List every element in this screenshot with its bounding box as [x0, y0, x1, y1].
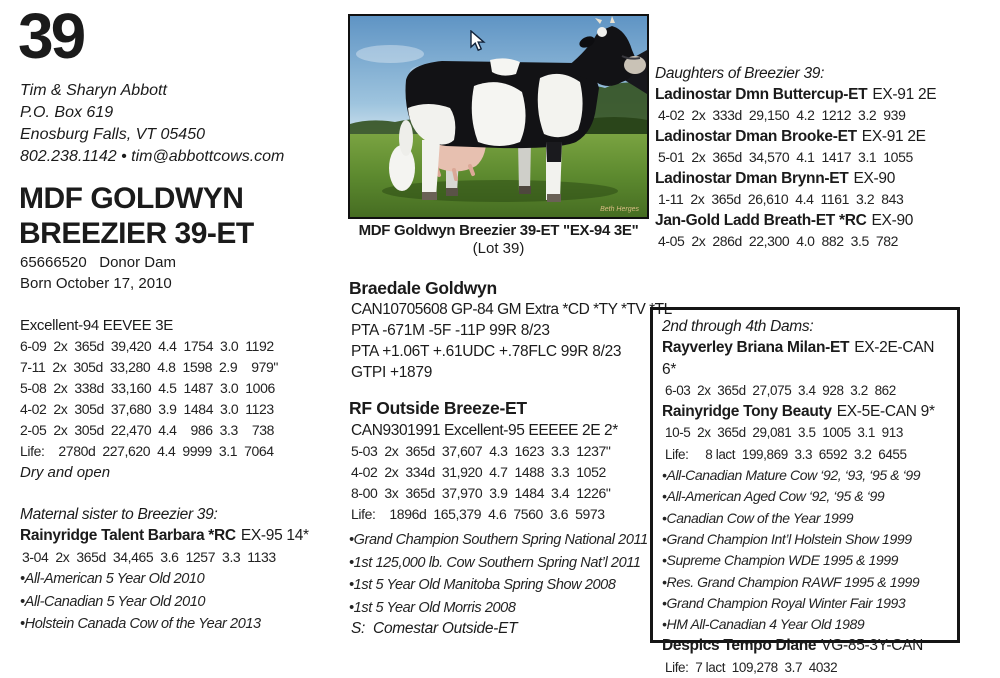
dam-record: 8-00 3x 365d 37,970 3.9 1484 3.4 1226"	[351, 485, 611, 501]
maternal-sister-name: Rainyridge Talent Barbara *RC	[20, 527, 236, 544]
consignor-address2: Enosburg Falls, VT 05450	[20, 126, 205, 143]
dam2-record: 6-03 2x 365d 27,075 3.4 928 3.2 862	[665, 382, 896, 398]
consignor-phone-email: 802.238.1142 • tim@abbottcows.com	[20, 148, 285, 165]
daughter-name-line: Ladinostar Dman Brooke-ET EX-91 2E	[655, 126, 936, 147]
daughter-name: Ladinostar Dman Brooke-ET	[655, 128, 857, 145]
consignor-name: Tim & Sharyn Abbott	[20, 82, 167, 99]
dam4-lifetime-record: Life: 7 lact 109,278 3.7 4032	[665, 659, 838, 675]
animal-title-line2: BREEZIER 39-ET	[19, 217, 254, 250]
sire-gtpi-line: GTPI +1879	[351, 364, 433, 381]
breeding-status: Dry and open	[20, 464, 111, 481]
dam3-score: EX-5E-CAN 9*	[836, 403, 935, 421]
dam3-record: 10-5 2x 365d 29,081 3.5 1005 3.1 913	[665, 425, 904, 441]
dam2-name-line: Rayverley Briana Milan-ET EX-2E-CAN 6*	[662, 337, 948, 380]
photo-credit: Beth Herges	[600, 206, 639, 213]
dam-id-line: CAN9301991 Excellent-95 EEEEE 2E 2*	[351, 422, 618, 439]
sire-id-line: CAN10705608 GP-84 GM Extra *CD *TY *TV *…	[351, 301, 672, 318]
dam2-name: Rayverley Briana Milan-ET	[662, 339, 850, 357]
award-line: •1st 125,000 lb. Cow Southern Spring Nat…	[349, 554, 641, 571]
sire-details: CAN10705608 GP-84 GM Extra *CD *TY *TV *…	[351, 299, 672, 383]
award-line: •Grand Champion Int’l Holstein Show 1999	[662, 530, 912, 547]
photo-caption: MDF Goldwyn Breezier 39-ET "EX-94 3E"	[358, 222, 639, 239]
dam2-score: EX-2E-CAN 6*	[662, 339, 935, 378]
daughter-score: EX-90	[853, 170, 896, 187]
dam-sire-line: S: Comestar Outside-ET	[351, 620, 518, 637]
maternal-sister-record: 3-04 2x 365d 34,465 3.6 1257 3.3 1133	[22, 549, 276, 565]
birthdate-line: Born October 17, 2010	[20, 275, 172, 292]
dam-lifetime-record: Life: 1896d 165,379 4.6 7560 3.6 5973	[351, 506, 605, 522]
dam-record: 5-03 2x 365d 37,607 4.3 1623 3.3 1237"	[351, 443, 611, 459]
award-line: •All-American Aged Cow ‘92, ‘95 & ‘99	[662, 488, 885, 505]
dam3-name-line: Rainyridge Tony Beauty EX-5E-CAN 9*	[662, 401, 948, 422]
award-line: •1st 5 Year Old Morris 2008	[349, 599, 516, 616]
maternal-sister-intro: Maternal sister to Breezier 39:	[20, 506, 218, 523]
lactation-record: 7-11 2x 305d 33,280 4.8 1598 2.9 979"	[20, 359, 278, 375]
maternal-sister-score: EX-95 14*	[240, 527, 309, 544]
dam-records: 5-03 2x 365d 37,607 4.3 1623 3.3 1237" 4…	[351, 441, 611, 525]
award-line: •Res. Grand Champion RAWF 1995 & 1999	[662, 573, 920, 590]
consignor-contact-block: Tim & Sharyn Abbott P.O. Box 619 Enosbur…	[20, 80, 284, 168]
daughter-record: 5-01 2x 365d 34,570 4.1 1417 3.1 1055	[658, 149, 913, 165]
award-line: •Canadian Cow of the Year 1999	[662, 509, 854, 526]
lot-number: 39	[18, 0, 86, 72]
daughter-name: Ladinostar Dmn Buttercup-ET	[655, 86, 868, 103]
animal-title: MDF GOLDWYN BREEZIER 39-ET	[19, 181, 254, 251]
consignor-address1: P.O. Box 619	[20, 104, 114, 121]
daughter-name-line: Ladinostar Dman Brynn-ET EX-90	[655, 168, 936, 189]
dam4-name-line: Despics Tempo Diane VG-85-3Y-CAN	[662, 635, 948, 656]
sire-name: Braedale Goldwyn	[349, 278, 497, 298]
award-line: •All-American 5 Year Old 2010	[20, 571, 205, 587]
dam-name: RF Outside Breeze-ET	[349, 398, 527, 418]
holstein-cow-illustration	[350, 16, 647, 217]
sire-pta-line: PTA +1.06T +.61UDC +.78FLC 99R 8/23	[351, 343, 622, 360]
daughter-record: 1-11 2x 365d 26,610 4.4 1161 3.2 843	[658, 191, 904, 207]
daughter-name: Jan-Gold Ladd Breath-ET *RC	[655, 212, 867, 229]
daughter-score: EX-91 2E	[872, 86, 937, 103]
photo-lot-caption: (Lot 39)	[472, 240, 525, 257]
dam-record: 4-02 2x 334d 31,920 4.7 1488 3.3 1052	[351, 464, 606, 480]
classification-line: Excellent-94 EEVEE 3E	[20, 317, 173, 334]
daughters-list: Ladinostar Dmn Buttercup-ET EX-91 2E 4-02…	[655, 84, 937, 252]
award-line: •Grand Champion Royal Winter Fair 1993	[662, 594, 906, 611]
lactation-records: 6-09 2x 365d 39,420 4.4 1754 3.0 1192 7-…	[20, 336, 278, 462]
cow-photo: Beth Herges	[348, 14, 649, 219]
lactation-record: 4-02 2x 305d 37,680 3.9 1484 3.0 1123	[20, 401, 274, 417]
daughter-name-line: Ladinostar Dmn Buttercup-ET EX-91 2E	[655, 84, 937, 105]
mouse-cursor-icon	[470, 30, 486, 52]
registration-line: 65666520 Donor Dam	[20, 254, 176, 271]
dam4-score: VG-85-3Y-CAN	[821, 637, 924, 655]
dam4-name: Despics Tempo Diane	[662, 637, 817, 655]
daughter-name-line: Jan-Gold Ladd Breath-ET *RC EX-90	[655, 210, 936, 231]
daughter-record: 4-02 2x 333d 29,150 4.2 1212 3.2 939	[658, 107, 906, 123]
maternal-sister-name-line: Rainyridge Talent Barbara *RC EX-95 14*	[20, 525, 309, 546]
lifetime-record: Life: 2780d 227,620 4.4 9999 3.1 7064	[20, 443, 274, 459]
daughter-score: EX-91 2E	[861, 128, 926, 145]
lactation-record: 5-08 2x 338d 33,160 4.5 1487 3.0 1006	[20, 380, 275, 396]
award-line: •Supreme Champion WDE 1995 & 1999	[662, 552, 899, 569]
maternal-sister-awards: •All-American 5 Year Old 2010 •All-Canad…	[20, 568, 261, 636]
daughter-name: Ladinostar Dman Brynn-ET	[655, 170, 849, 187]
award-line: •1st 5 Year Old Manitoba Spring Show 200…	[349, 577, 616, 593]
award-line: •HM All-Canadian 4 Year Old 1989	[662, 616, 865, 633]
dams-box: 2nd through 4th Dams: Rayverley Briana M…	[650, 307, 960, 675]
lactation-record: 2-05 2x 305d 22,470 4.4 986 3.3 738	[20, 422, 275, 438]
daughters-intro: Daughters of Breezier 39:	[655, 65, 825, 82]
lactation-record: 6-09 2x 365d 39,420 4.4 1754 3.0 1192	[20, 338, 274, 354]
sire-pta-line: PTA -671M -5F -11P 99R 8/23	[351, 322, 550, 339]
daughter-score: EX-90	[871, 212, 914, 229]
award-line: •Grand Champion Southern Spring National…	[349, 532, 648, 548]
award-line: •All-Canadian Mature Cow ‘92, ‘93, ‘95 &…	[662, 467, 921, 484]
award-line: •Holstein Canada Cow of the Year 2013	[20, 616, 261, 632]
daughter-record: 4-05 2x 286d 22,300 4.0 882 3.5 782	[658, 233, 899, 249]
animal-title-line1: MDF GOLDWYN	[19, 182, 244, 215]
dams-box-intro: 2nd through 4th Dams:	[662, 318, 814, 335]
award-line: •All-Canadian 5 Year Old 2010	[20, 593, 206, 610]
dam3-name: Rainyridge Tony Beauty	[662, 403, 832, 421]
dam-awards: •Grand Champion Southern Spring National…	[349, 529, 648, 619]
dam3-lifetime-record: Life: 8 lact 199,869 3.3 6592 3.2 6455	[665, 446, 907, 462]
